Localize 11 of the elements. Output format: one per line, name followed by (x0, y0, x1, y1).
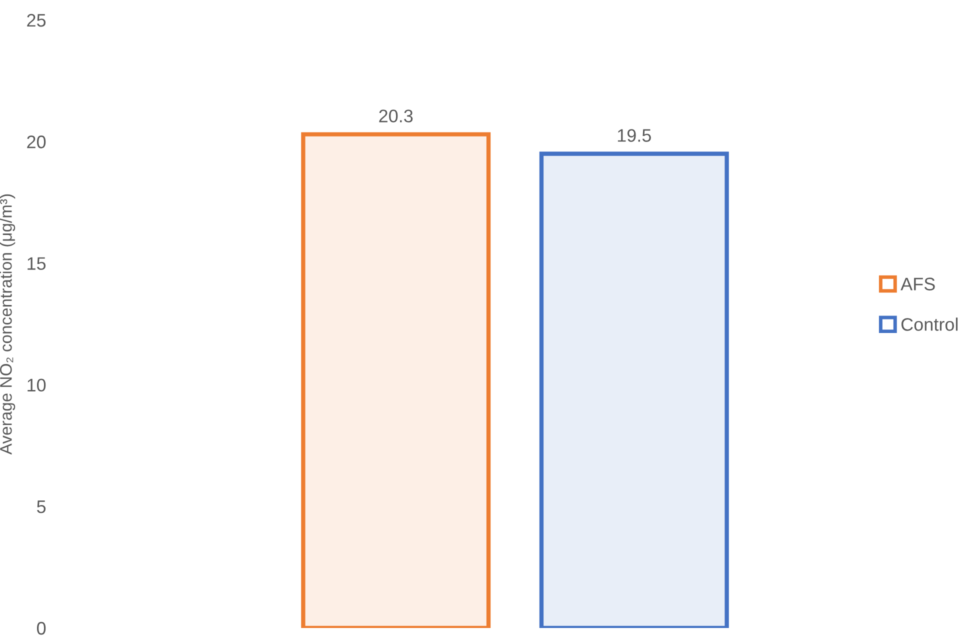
y-tick-label: 25 (27, 14, 46, 27)
legend-label: Control (901, 318, 958, 331)
data-label: 19.5 (618, 129, 651, 142)
legend-label: AFS (900, 278, 935, 290)
y-tick-label: 5 (37, 500, 46, 514)
y-axis-title: Average NO₂ concentration (μg/m³) (0, 194, 16, 455)
y-tick-label: 15 (28, 257, 46, 270)
y-tick-label: 20 (27, 136, 46, 148)
y-tick-label: 0 (37, 622, 46, 635)
data-label: 20.3 (379, 110, 413, 122)
y-tick-label: 10 (28, 378, 46, 392)
